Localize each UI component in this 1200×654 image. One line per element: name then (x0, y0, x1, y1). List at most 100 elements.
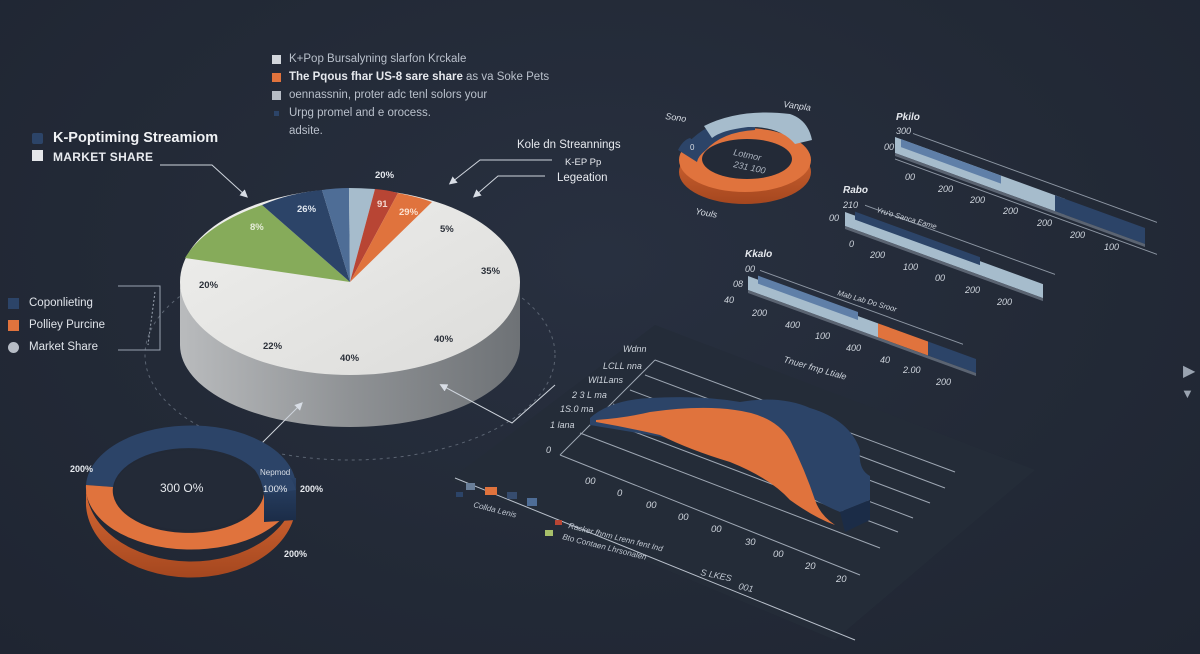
bar-chart-title: Rabo (843, 185, 868, 196)
x-tick: 200 (969, 195, 985, 205)
pie-slice-lightblue[interactable] (349, 188, 375, 282)
x-tick: 00 (711, 524, 722, 535)
callout-arrow (472, 175, 545, 198)
bar-chart-rabo (845, 204, 1055, 302)
top-legend: K+Pop Bursalyning slarfon Krckale The Pq… (272, 50, 549, 140)
area-chart: Wdnn LCLL nna Wl1Lans 2 3 L ma 1S.0 ma 1… (450, 325, 1035, 641)
legend-swatch (274, 110, 279, 116)
donut-bottom-center: 300 O% (160, 481, 204, 495)
pie-slice-steel[interactable] (322, 188, 350, 282)
y-tick: 210 (842, 200, 858, 210)
legend-swatch (8, 341, 19, 353)
donut-top-label: Sono (665, 111, 687, 124)
x-tick: 100 (903, 262, 918, 272)
legend-swatch (272, 90, 281, 100)
callout-label: K-EP Pp (565, 157, 602, 168)
top-legend-item: oennassnin, proter adc tenl solors your (272, 86, 549, 104)
legend-label: Coponlieting (29, 297, 93, 309)
slice-label: 20% (199, 280, 219, 291)
chart-subtitle: MARKET SHARE (53, 150, 154, 164)
y-tick: 1 lana (550, 420, 575, 430)
legend-text: as va Soke Pets (462, 71, 550, 83)
legend-text: K+Pop Bursalyning slarfon Krckale (289, 53, 467, 65)
x-tick: 200 (935, 377, 951, 387)
legend-swatch (527, 498, 537, 506)
pie-side (180, 282, 520, 427)
donut-chart-top: Sono Vanpla Youls Lotmor 231 100 0 (665, 99, 812, 220)
x-tick: 20 (804, 561, 816, 572)
x-tick: 200 (751, 308, 767, 318)
legend-swatch (456, 492, 463, 497)
legend-swatch (8, 297, 19, 309)
pie-slice-green[interactable] (185, 205, 350, 282)
bar-segment-orange[interactable] (878, 323, 928, 356)
bar-segment-steel[interactable] (758, 275, 858, 321)
legend-swatch (8, 319, 19, 331)
x-tick: 20 (835, 574, 847, 585)
x-tick: 200 (869, 250, 885, 260)
next-arrow-icon[interactable]: ▶ (1183, 363, 1196, 380)
slice-label: 22% (263, 341, 283, 352)
bar-chart-title: Pkilo (896, 112, 920, 123)
callout-arrow (160, 164, 248, 198)
y-tick: 00 (745, 264, 755, 274)
bar-segment-navy[interactable] (928, 341, 976, 373)
area-footer: 001 (738, 581, 755, 594)
callout-arrow (448, 159, 552, 185)
donut-bottom-segment-navy[interactable] (86, 425, 297, 494)
top-legend-item: The Pqous fhar US-8 sare share as va Sok… (272, 68, 549, 86)
pie-legend-item: Market Share (8, 336, 105, 358)
donut-bottom-segment-orange[interactable] (85, 485, 297, 550)
legend-bracket (118, 285, 161, 351)
pie-slice-navy[interactable] (262, 190, 350, 282)
chart-title-block: K-Poptiming Streamiom MARKET SHARE (32, 130, 218, 164)
pie-legend: Coponlieting Polliey Purcine Market Shar… (8, 292, 105, 358)
y-tick: 300 (896, 126, 911, 136)
down-arrow-icon[interactable]: ▼ (1181, 386, 1194, 401)
x-tick: 30 (745, 537, 756, 548)
legend-swatch (545, 530, 553, 536)
slice-label: 35% (481, 266, 501, 277)
slice-label: 8% (250, 222, 264, 233)
pie-slice-red[interactable] (350, 189, 398, 282)
legend-swatch (272, 72, 281, 82)
legend-swatch (507, 492, 517, 499)
y-tick: Wdnn (623, 344, 647, 354)
pie-chart-3d: 8% 26% 20% 91 29% 5% 35% 20% 22% 40% 40% (180, 170, 520, 427)
legend-trailing-text: adsite. (289, 125, 323, 137)
bar-segment-steel[interactable] (901, 139, 1001, 184)
callout-label: Kole dn Streannings (517, 139, 621, 151)
y-tick: 0 (546, 445, 551, 455)
pie-legend-item: Coponlieting (8, 292, 105, 314)
x-tick: 00 (905, 172, 915, 182)
y-tick: 00 (884, 142, 894, 152)
chart-title: K-Poptiming Streamiom (53, 130, 219, 146)
donut-top-segment-lightblue[interactable] (704, 112, 812, 145)
bar-segment-navy[interactable] (855, 211, 980, 266)
slice-label: 5% (440, 224, 454, 235)
x-tick: 400 (785, 320, 800, 330)
top-legend-item: Urpg promel and e orocess. (272, 104, 549, 122)
x-tick: 0 (849, 239, 854, 249)
slice-label: 40% (340, 353, 360, 364)
pie-slice-orange[interactable] (350, 193, 432, 282)
x-tick: 200 (996, 297, 1012, 307)
legend-bracket-dash (147, 291, 156, 346)
callout-label: Legeation (557, 172, 608, 184)
donut-chart-bottom: 300 O% 200% Nepmod 100% 200% 200% (70, 425, 323, 578)
legend-text: oennassnin, proter adc tenl solors your (289, 89, 488, 101)
x-tick: 00 (935, 273, 945, 283)
legend-swatch (272, 54, 281, 64)
y-tick: 1S.0 ma (560, 404, 594, 414)
x-tick: 400 (846, 343, 861, 353)
bar-segment-navy[interactable] (1055, 195, 1145, 244)
y-tick: 40 (724, 295, 734, 305)
legend-swatch (485, 487, 497, 495)
x-tick: 00 (585, 476, 596, 487)
donut-bottom-hole (114, 450, 262, 530)
area-series-orange[interactable] (596, 407, 835, 525)
slice-label: 26% (297, 204, 317, 215)
y-tick: 00 (829, 213, 839, 223)
title-swatch (32, 132, 43, 144)
